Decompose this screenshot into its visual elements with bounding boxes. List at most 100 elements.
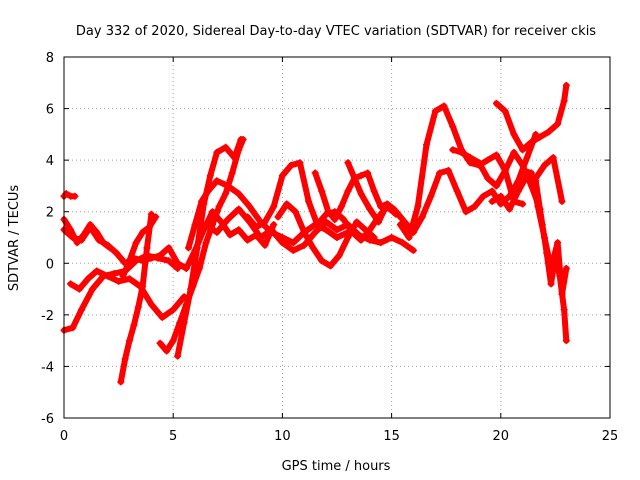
data-point [165, 244, 173, 252]
data-point [366, 205, 374, 213]
data-point [324, 208, 332, 216]
data-point [202, 239, 210, 247]
data-point [235, 226, 243, 234]
x-tick-label: 15 [383, 429, 400, 444]
data-point [357, 236, 365, 244]
data-point [206, 172, 214, 180]
data-point [396, 221, 404, 229]
data-point [506, 205, 514, 213]
data-point [261, 241, 269, 249]
data-point [357, 190, 365, 198]
data-point [121, 355, 129, 363]
data-point [335, 252, 343, 260]
data-point [392, 208, 400, 216]
data-point [556, 272, 564, 280]
data-point [235, 205, 243, 213]
data-point [551, 252, 559, 260]
data-point [374, 218, 382, 226]
x-tick-label: 0 [60, 429, 68, 444]
data-point [309, 244, 317, 252]
data-point [554, 239, 562, 247]
data-point [243, 213, 251, 221]
data-point [414, 203, 422, 211]
y-tick-label: 6 [46, 103, 54, 118]
data-point [527, 169, 535, 177]
data-point [377, 239, 385, 247]
data-point [119, 272, 127, 280]
data-point [514, 187, 522, 195]
series-arc-7 [119, 213, 160, 280]
data-point [418, 213, 426, 221]
data-point [479, 192, 487, 200]
data-point [126, 257, 134, 265]
data-point [562, 337, 570, 345]
data-point [333, 234, 341, 241]
data-point [110, 270, 118, 278]
data-point [547, 280, 555, 288]
data-point [169, 306, 177, 314]
data-point [554, 120, 562, 128]
data-point [202, 221, 210, 229]
data-point [431, 107, 439, 115]
data-point [560, 306, 568, 314]
data-point [457, 148, 465, 156]
data-point [252, 223, 260, 231]
data-point [163, 347, 171, 355]
data-point [115, 277, 123, 285]
data-point [344, 234, 352, 241]
data-point [147, 301, 155, 309]
data-point [449, 123, 457, 131]
data-point [134, 303, 142, 311]
data-point [292, 208, 300, 216]
data-point [488, 197, 496, 205]
data-point [180, 319, 188, 327]
data-point [549, 154, 557, 162]
series-arc-4 [67, 267, 188, 321]
data-point [484, 174, 492, 182]
data-point [198, 197, 206, 205]
series-band [275, 201, 378, 269]
series-band [117, 211, 155, 385]
series-arc-22 [532, 177, 570, 345]
data-point [514, 177, 522, 185]
data-point [213, 228, 221, 236]
data-point [213, 177, 221, 185]
data-point [399, 239, 407, 247]
data-point [143, 244, 151, 252]
data-point [322, 226, 330, 234]
data-point [562, 81, 570, 89]
data-point [305, 197, 313, 205]
data-point [75, 285, 83, 293]
data-point [318, 257, 326, 265]
data-point [388, 234, 396, 241]
x-tick-label: 5 [169, 429, 177, 444]
data-point [104, 272, 112, 280]
data-point [506, 192, 514, 200]
data-point [370, 187, 378, 195]
data-point [300, 228, 308, 236]
data-point [130, 321, 138, 329]
data-point [257, 234, 265, 241]
data-point [270, 203, 278, 211]
data-point [440, 102, 448, 110]
y-tick-label: -6 [41, 412, 54, 427]
data-point [462, 208, 470, 216]
data-point [536, 133, 544, 141]
data-point [289, 246, 297, 254]
data-point [519, 146, 527, 154]
data-point [104, 241, 112, 249]
series-layer [60, 81, 570, 386]
data-point [540, 161, 548, 169]
data-point [289, 239, 297, 247]
data-point [69, 234, 77, 241]
data-point [156, 252, 164, 260]
data-point [370, 234, 378, 241]
y-tick-label: 4 [46, 154, 54, 169]
data-point [427, 192, 435, 200]
data-point [283, 200, 291, 208]
data-point [337, 203, 345, 211]
data-point [545, 128, 553, 136]
series-band [244, 159, 399, 244]
data-point [156, 339, 164, 347]
data-point [270, 221, 278, 229]
